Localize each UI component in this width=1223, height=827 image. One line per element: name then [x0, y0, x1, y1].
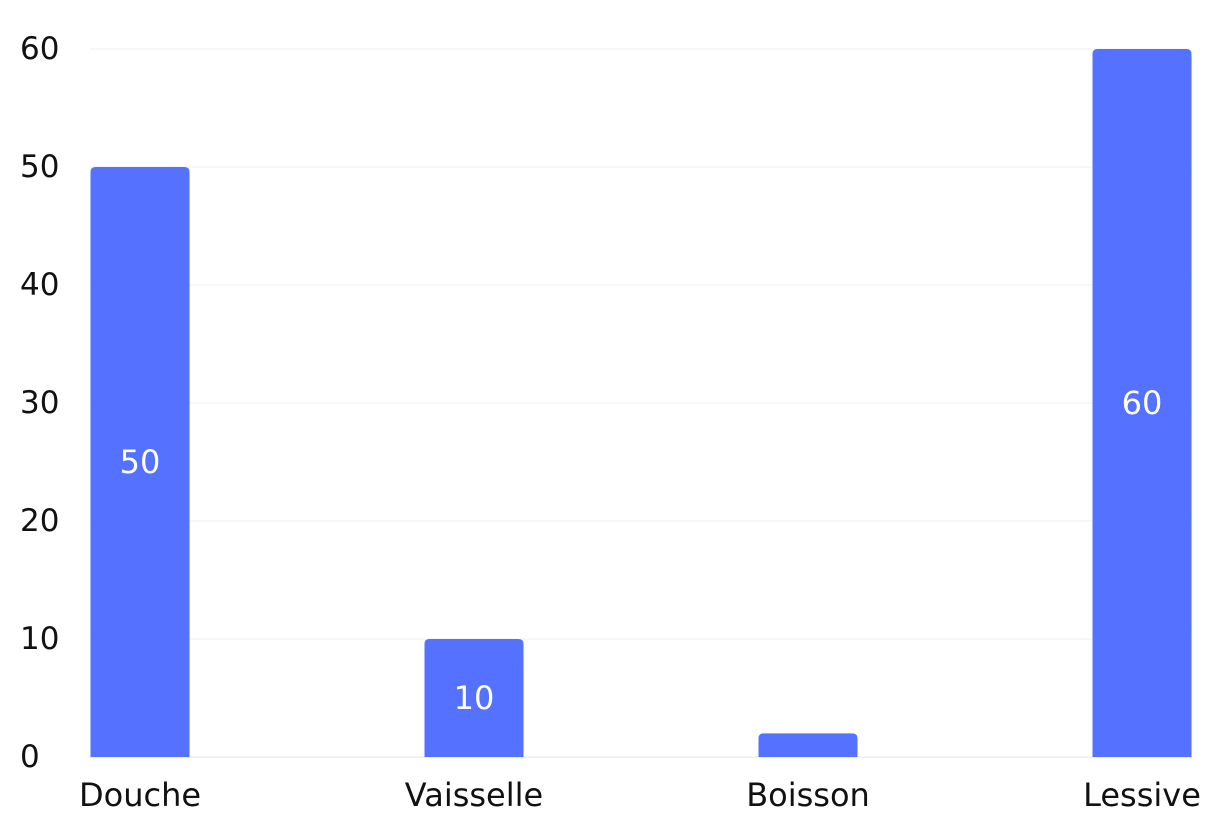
y-tick-label: 20	[20, 503, 59, 539]
x-category-label: Boisson	[746, 776, 870, 814]
bar-vaisselle	[424, 639, 524, 757]
x-category-label: Douche	[79, 776, 201, 814]
y-tick-label: 50	[20, 149, 59, 185]
x-category-label: Vaisselle	[405, 776, 543, 814]
y-tick-label: 0	[20, 739, 40, 775]
y-tick-label: 40	[20, 267, 59, 303]
data-label-vaisselle: 10	[454, 679, 495, 717]
y-axis-ticks: 0 10 20 30 40 50 60	[20, 31, 59, 775]
data-label-lessive: 60	[1122, 384, 1163, 422]
y-tick-label: 60	[20, 31, 59, 67]
x-axis-categories: Douche Vaisselle Boisson Lessive	[79, 776, 1201, 814]
data-label-douche: 50	[120, 443, 161, 481]
grid-lines	[90, 48, 1192, 758]
bars	[90, 49, 1192, 757]
data-labels: 50 10 60	[120, 384, 1163, 717]
bar-douche	[90, 167, 190, 757]
y-tick-label: 10	[20, 621, 59, 657]
y-tick-label: 30	[20, 385, 59, 421]
x-category-label: Lessive	[1083, 776, 1201, 814]
bar-lessive	[1092, 49, 1192, 757]
bar-boisson	[758, 733, 858, 757]
